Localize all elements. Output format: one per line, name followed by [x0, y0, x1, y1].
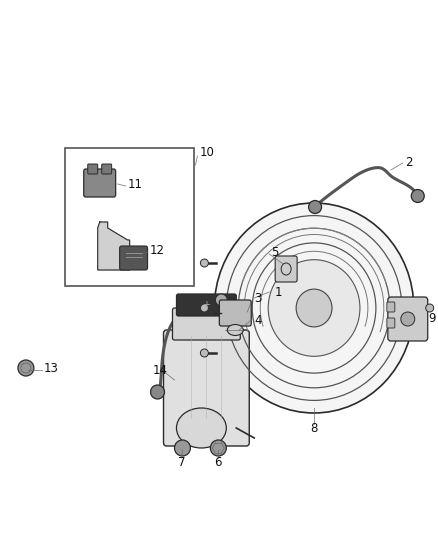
- FancyBboxPatch shape: [163, 330, 249, 446]
- Text: 11: 11: [127, 177, 143, 190]
- FancyBboxPatch shape: [88, 164, 98, 174]
- Ellipse shape: [201, 304, 208, 312]
- FancyBboxPatch shape: [102, 164, 112, 174]
- Text: 2: 2: [405, 156, 412, 168]
- Text: 12: 12: [149, 244, 165, 256]
- FancyBboxPatch shape: [177, 294, 236, 316]
- Ellipse shape: [214, 203, 414, 413]
- Ellipse shape: [201, 259, 208, 267]
- Text: 14: 14: [152, 364, 167, 376]
- Text: 8: 8: [311, 422, 318, 434]
- FancyBboxPatch shape: [275, 256, 297, 282]
- FancyBboxPatch shape: [84, 169, 116, 197]
- Ellipse shape: [426, 304, 434, 312]
- FancyBboxPatch shape: [387, 302, 395, 312]
- Text: 7: 7: [178, 456, 185, 469]
- Text: 9: 9: [429, 311, 436, 325]
- Polygon shape: [98, 222, 130, 270]
- FancyBboxPatch shape: [173, 308, 240, 340]
- Ellipse shape: [174, 440, 191, 456]
- Text: 6: 6: [215, 456, 222, 469]
- Ellipse shape: [296, 289, 332, 327]
- Ellipse shape: [201, 349, 208, 357]
- Ellipse shape: [268, 260, 360, 356]
- Text: 3: 3: [254, 292, 261, 304]
- Ellipse shape: [227, 325, 243, 335]
- Text: 5: 5: [271, 246, 279, 259]
- FancyBboxPatch shape: [120, 246, 148, 270]
- FancyBboxPatch shape: [388, 297, 428, 341]
- Bar: [65, 148, 194, 286]
- Ellipse shape: [215, 294, 227, 306]
- Ellipse shape: [401, 312, 415, 326]
- Text: 13: 13: [44, 361, 59, 375]
- FancyBboxPatch shape: [387, 318, 395, 328]
- Text: 1: 1: [274, 286, 282, 298]
- Ellipse shape: [309, 200, 321, 214]
- Text: 4: 4: [254, 313, 262, 327]
- Text: +: +: [202, 300, 210, 310]
- Ellipse shape: [411, 190, 424, 203]
- Ellipse shape: [177, 408, 226, 448]
- Ellipse shape: [210, 440, 226, 456]
- FancyBboxPatch shape: [219, 300, 251, 326]
- Text: 10: 10: [199, 146, 214, 158]
- Ellipse shape: [151, 385, 165, 399]
- Ellipse shape: [18, 360, 34, 376]
